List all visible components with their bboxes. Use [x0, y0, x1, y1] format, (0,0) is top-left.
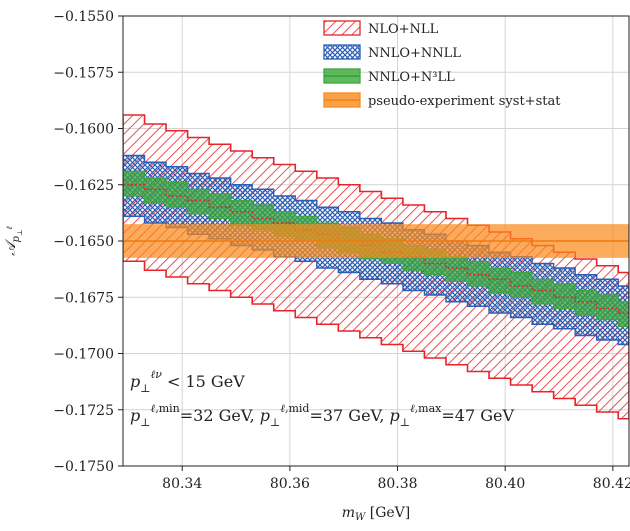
tick-layer: 80.34 80.36 80.38 80.40 80.42 −0.1750 −0.1725 −… [53, 9, 630, 492]
y-tick-label: −0.1675 [53, 290, 114, 306]
x-tick-label: 80.36 [270, 476, 310, 492]
annotation-cut-2: p⊥ℓ,min=32 GeV, p⊥ℓ,mid=37 GeV, p⊥ℓ,max=… [130, 402, 514, 429]
y-axis-label: 𝒜p⊥ℓ [3, 226, 24, 256]
y-tick-label: −0.1550 [53, 9, 114, 25]
legend-item-nnlo-nnll: NNLO+NNLL [323, 44, 461, 61]
y-tick-label: −0.1750 [53, 459, 114, 475]
legend: NLO+NLL NNLO+NNLL NNLO+N³LL pseudo-experime… [323, 20, 561, 109]
y-tick-label: −0.1575 [53, 65, 114, 81]
legend-item-nnlo-n3ll: NNLO+N³LL [323, 68, 455, 85]
x-axis-label: mW [GeV] [342, 505, 411, 523]
y-tick-label: −0.1625 [53, 178, 114, 194]
svg-text:p⊥ℓν < 15 GeV: p⊥ℓν < 15 GeV [130, 368, 245, 395]
legend-label: NLO+NLL [368, 22, 439, 37]
legend-label: NNLO+NNLL [368, 46, 461, 61]
central-line-nlo [123, 184, 629, 314]
band-layer [123, 114, 629, 420]
legend-swatch [323, 20, 361, 36]
legend-swatch [323, 44, 361, 60]
legend-item-nlo-nll: NLO+NLL [323, 20, 439, 37]
annotation-cut-1: p⊥ℓν < 15 GeV [130, 368, 245, 395]
legend-label: NNLO+N³LL [368, 70, 455, 85]
x-tick-label: 80.40 [485, 476, 525, 492]
x-tick-label: 80.34 [162, 476, 202, 492]
legend-label: pseudo-experiment syst+stat [368, 94, 561, 109]
svg-text:p⊥ℓ,min=32 GeV, p⊥ℓ,mid=37 GeV: p⊥ℓ,min=32 GeV, p⊥ℓ,mid=37 GeV, p⊥ℓ,max=… [130, 402, 514, 429]
y-tick-label: −0.1600 [53, 122, 114, 138]
y-tick-label: −0.1650 [53, 234, 114, 250]
x-tick-label: 80.38 [377, 476, 417, 492]
legend-item-pseudo-experiment: pseudo-experiment syst+stat [323, 92, 561, 109]
y-tick-label: −0.1725 [53, 403, 114, 419]
y-tick-label: −0.1700 [53, 347, 114, 363]
x-tick-label: 80.42 [593, 476, 630, 492]
